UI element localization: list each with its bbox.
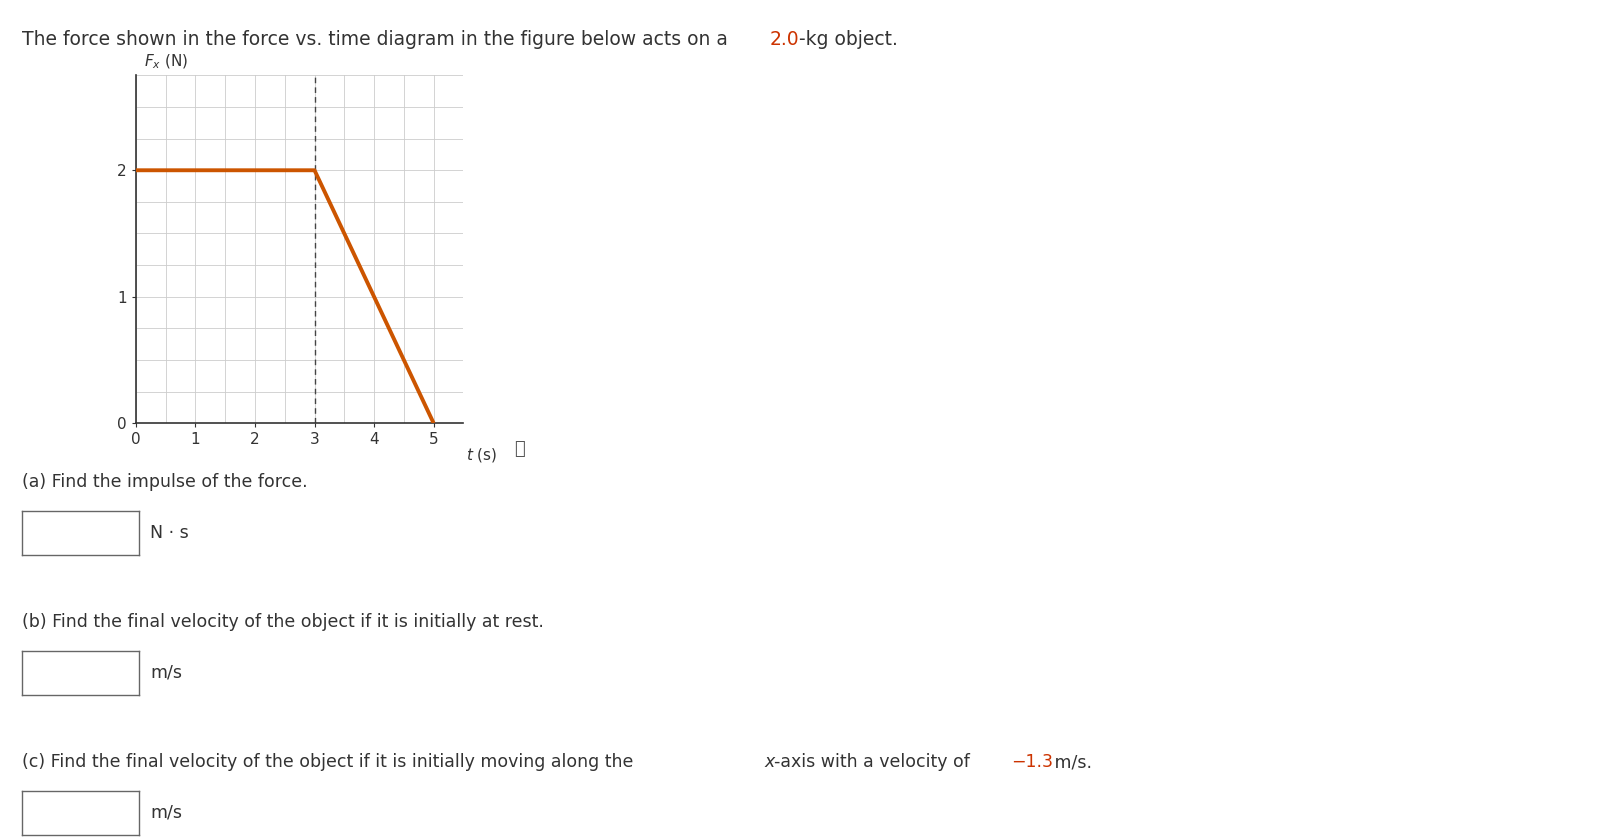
Text: ⓘ: ⓘ — [515, 440, 524, 458]
Text: x: x — [764, 753, 775, 771]
Text: m/s.: m/s. — [1050, 753, 1093, 771]
Text: -axis with a velocity of: -axis with a velocity of — [773, 753, 975, 771]
Text: m/s: m/s — [150, 804, 182, 822]
Text: m/s: m/s — [150, 664, 182, 682]
Text: N · s: N · s — [150, 524, 189, 542]
Text: (a) Find the impulse of the force.: (a) Find the impulse of the force. — [22, 473, 308, 491]
Text: $F_x$ (N): $F_x$ (N) — [144, 53, 189, 71]
Text: −1.3: −1.3 — [1012, 753, 1053, 771]
Text: The force shown in the force vs. time diagram in the figure below acts on a: The force shown in the force vs. time di… — [22, 30, 733, 49]
Text: $t$ (s): $t$ (s) — [467, 446, 497, 464]
Text: -kg object.: -kg object. — [799, 30, 898, 49]
Text: (c) Find the final velocity of the object if it is initially moving along the: (c) Find the final velocity of the objec… — [22, 753, 639, 771]
Text: 2.0: 2.0 — [769, 30, 799, 49]
Text: (b) Find the final velocity of the object if it is initially at rest.: (b) Find the final velocity of the objec… — [22, 613, 545, 631]
